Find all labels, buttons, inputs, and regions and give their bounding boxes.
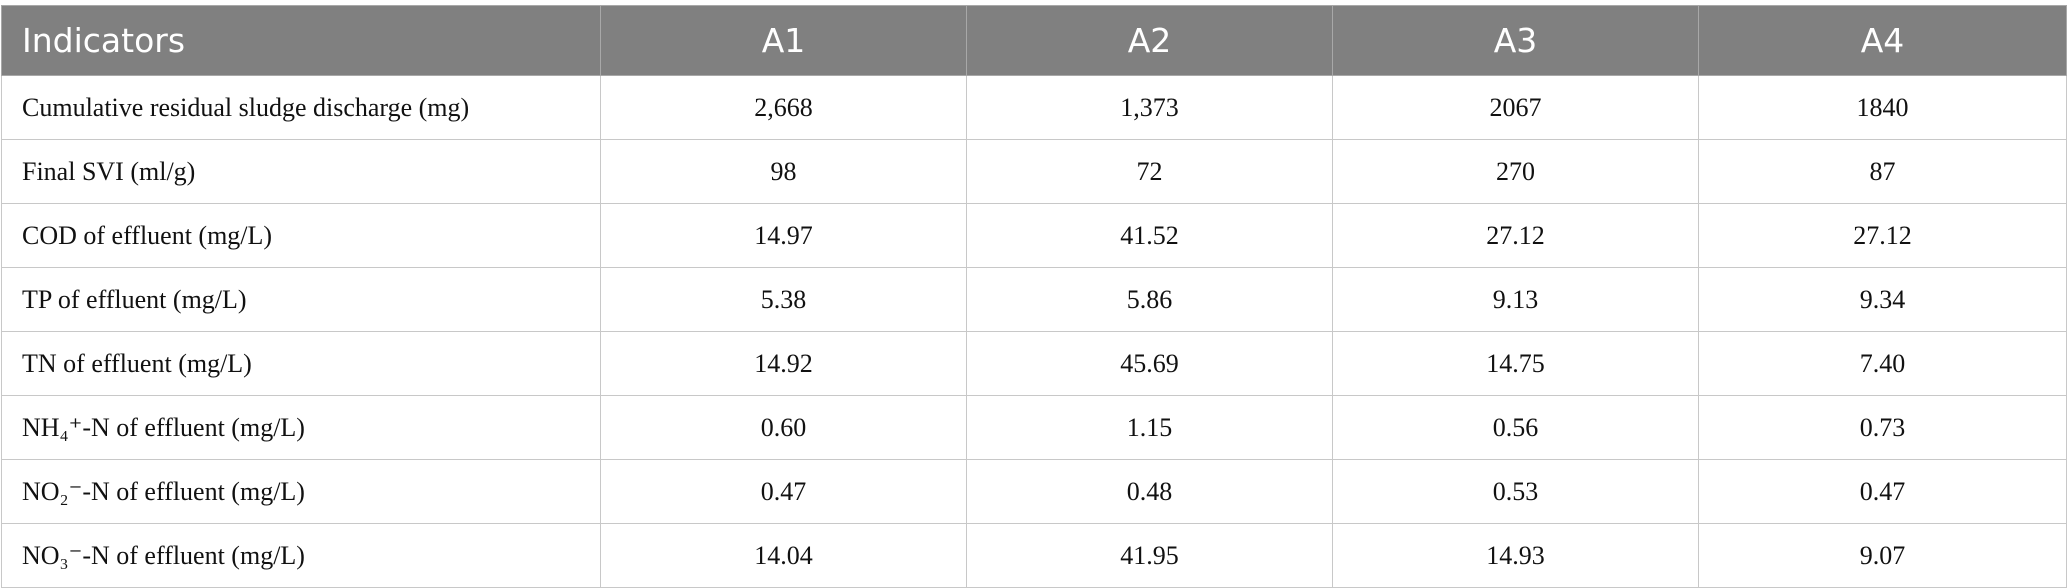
table-row: Cumulative residual sludge discharge (mg… xyxy=(1,75,2067,140)
table-header: Indicators A1 A2 A3 A4 xyxy=(1,5,2067,76)
value-cell: 72 xyxy=(966,139,1333,204)
value-cell: 14.92 xyxy=(600,331,967,396)
value-cell: 0.47 xyxy=(600,459,967,524)
value-cell: 1,373 xyxy=(966,75,1333,140)
table-row: NO₂⁻-N of effluent (mg/L) 0.47 0.48 0.53 0.4… xyxy=(1,459,2067,524)
value-cell: 7.40 xyxy=(1698,331,2067,396)
value-cell: 9.07 xyxy=(1698,523,2067,588)
value-cell: 14.97 xyxy=(600,203,967,268)
value-cell: 5.38 xyxy=(600,267,967,332)
value-cell: 0.47 xyxy=(1698,459,2067,524)
indicator-cell: NH₄⁺-N of effluent (mg/L) xyxy=(1,395,601,460)
value-cell: 0.56 xyxy=(1332,395,1699,460)
table-row: TN of effluent (mg/L) 14.92 45.69 14.75 7.40 xyxy=(1,331,2067,396)
value-cell: 41.52 xyxy=(966,203,1333,268)
value-cell: 45.69 xyxy=(966,331,1333,396)
value-cell: 0.48 xyxy=(966,459,1333,524)
table-row: Final SVI (ml/g) 98 72 270 87 xyxy=(1,139,2067,204)
header-cell: A3 xyxy=(1332,5,1699,76)
value-cell: 5.86 xyxy=(966,267,1333,332)
table-row: COD of effluent (mg/L) 14.97 41.52 27.12 27.… xyxy=(1,203,2067,268)
value-cell: 14.75 xyxy=(1332,331,1699,396)
indicator-cell: NO₃⁻-N of effluent (mg/L) xyxy=(1,523,601,588)
table-body: Cumulative residual sludge discharge (mg… xyxy=(1,75,2067,588)
table-row: NH₄⁺-N of effluent (mg/L) 0.60 1.15 0.56 0.7… xyxy=(1,395,2067,460)
value-cell: 98 xyxy=(600,139,967,204)
value-cell: 87 xyxy=(1698,139,2067,204)
value-cell: 0.60 xyxy=(600,395,967,460)
value-cell: 27.12 xyxy=(1332,203,1699,268)
indicator-cell: TN of effluent (mg/L) xyxy=(1,331,601,396)
value-cell: 2067 xyxy=(1332,75,1699,140)
value-cell: 27.12 xyxy=(1698,203,2067,268)
header-cell: A1 xyxy=(600,5,967,76)
header-cell: A4 xyxy=(1698,5,2067,76)
indicator-cell: NO₂⁻-N of effluent (mg/L) xyxy=(1,459,601,524)
header-row: Indicators A1 A2 A3 A4 xyxy=(1,5,2067,76)
value-cell: 2,668 xyxy=(600,75,967,140)
value-cell: 1.15 xyxy=(966,395,1333,460)
value-cell: 14.93 xyxy=(1332,523,1699,588)
value-cell: 14.04 xyxy=(600,523,967,588)
data-table: Indicators A1 A2 A3 A4 Cumulative residual s… xyxy=(1,5,2067,588)
value-cell: 9.13 xyxy=(1332,267,1699,332)
indicator-cell: Final SVI (ml/g) xyxy=(1,139,601,204)
value-cell: 41.95 xyxy=(966,523,1333,588)
value-cell: 270 xyxy=(1332,139,1699,204)
header-cell: Indicators xyxy=(1,5,601,76)
value-cell: 0.53 xyxy=(1332,459,1699,524)
indicator-cell: COD of effluent (mg/L) xyxy=(1,203,601,268)
indicator-cell: Cumulative residual sludge discharge (mg… xyxy=(1,75,601,140)
header-cell: A2 xyxy=(966,5,1333,76)
table-row: TP of effluent (mg/L) 5.38 5.86 9.13 9.34 xyxy=(1,267,2067,332)
indicator-cell: TP of effluent (mg/L) xyxy=(1,267,601,332)
value-cell: 9.34 xyxy=(1698,267,2067,332)
value-cell: 0.73 xyxy=(1698,395,2067,460)
table-row: NO₃⁻-N of effluent (mg/L) 14.04 41.95 14.93… xyxy=(1,523,2067,588)
value-cell: 1840 xyxy=(1698,75,2067,140)
